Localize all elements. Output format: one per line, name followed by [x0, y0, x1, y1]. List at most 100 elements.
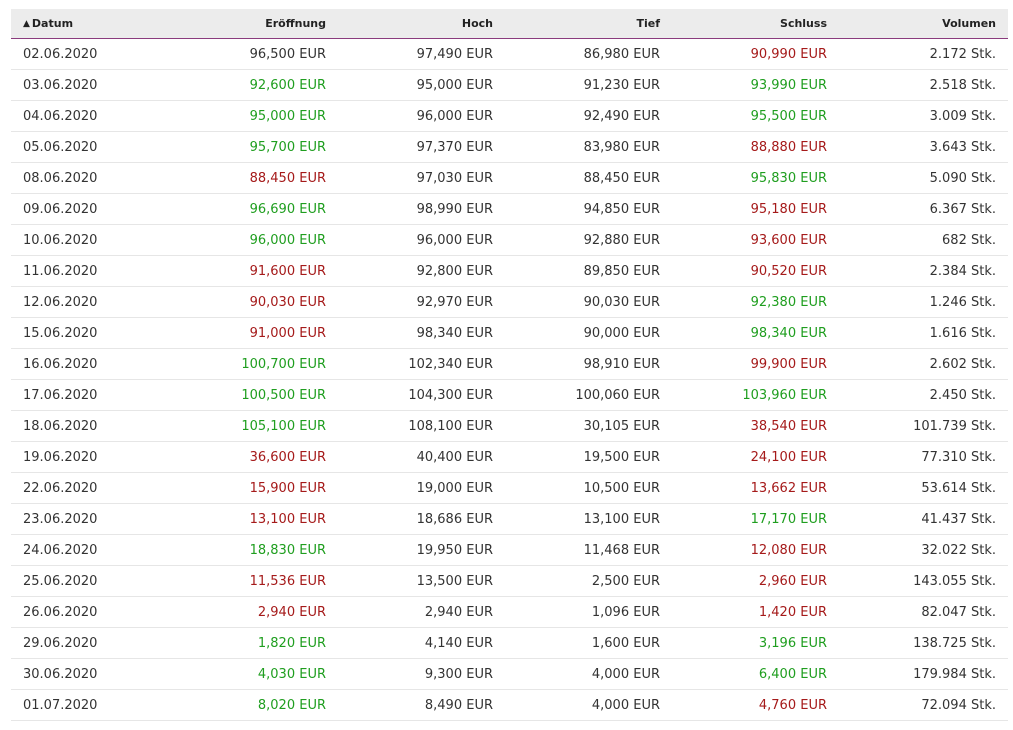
cell-high: 19,950 EUR	[338, 534, 505, 566]
table-row: 19.06.2020 36,600 EUR 40,400 EUR 19,500 EUR…	[11, 441, 1008, 473]
column-header-label: Volumen	[942, 17, 996, 30]
cell-volume: 82.047 Stk.	[839, 596, 1008, 628]
cell-high: 8,490 EUR	[338, 689, 505, 721]
column-header-volume[interactable]: Volumen	[839, 9, 1008, 39]
cell-date: 30.06.2020	[11, 658, 171, 690]
cell-close: 90,520 EUR	[672, 255, 839, 287]
cell-close: 4,760 EUR	[672, 689, 839, 721]
cell-volume: 77.310 Stk.	[839, 441, 1008, 473]
cell-volume: 1.246 Stk.	[839, 286, 1008, 318]
cell-low: 10,500 EUR	[505, 472, 672, 504]
column-header-open[interactable]: Eröffnung	[171, 9, 338, 39]
cell-volume: 3.643 Stk.	[839, 131, 1008, 163]
cell-volume: 101.739 Stk.	[839, 410, 1008, 442]
cell-high: 19,000 EUR	[338, 472, 505, 504]
cell-high: 98,990 EUR	[338, 193, 505, 225]
header-row: ▲ Datum Eröffnung Hoch Tief Schluss Volum…	[11, 9, 1008, 39]
cell-close: 99,900 EUR	[672, 348, 839, 380]
table-row: 12.06.2020 90,030 EUR 92,970 EUR 90,030 EUR…	[11, 286, 1008, 318]
cell-volume: 138.725 Stk.	[839, 627, 1008, 659]
cell-low: 90,030 EUR	[505, 286, 672, 318]
column-header-high[interactable]: Hoch	[338, 9, 505, 39]
cell-close: 103,960 EUR	[672, 379, 839, 411]
cell-close: 12,080 EUR	[672, 534, 839, 566]
table-header: ▲ Datum Eröffnung Hoch Tief Schluss Volum…	[11, 9, 1008, 39]
cell-volume: 179.984 Stk.	[839, 658, 1008, 690]
cell-date: 04.06.2020	[11, 100, 171, 132]
column-header-label: Datum	[31, 17, 74, 30]
cell-close: 1,420 EUR	[672, 596, 839, 628]
cell-date: 18.06.2020	[11, 410, 171, 442]
cell-close: 17,170 EUR	[672, 503, 839, 535]
table-row: 25.06.2020 11,536 EUR 13,500 EUR 2,500 EUR 2…	[11, 565, 1008, 597]
column-header-label: Schluss	[780, 17, 827, 30]
table-row: 03.06.2020 92,600 EUR 95,000 EUR 91,230 EUR…	[11, 69, 1008, 101]
cell-open: 91,000 EUR	[171, 317, 338, 349]
table-row: 18.06.2020 105,100 EUR 108,100 EUR 30,105 E…	[11, 410, 1008, 442]
cell-high: 4,140 EUR	[338, 627, 505, 659]
cell-close: 3,196 EUR	[672, 627, 839, 659]
cell-volume: 2.384 Stk.	[839, 255, 1008, 287]
cell-low: 91,230 EUR	[505, 69, 672, 101]
cell-low: 13,100 EUR	[505, 503, 672, 535]
cell-date: 29.06.2020	[11, 627, 171, 659]
table-row: 09.06.2020 96,690 EUR 98,990 EUR 94,850 EUR…	[11, 193, 1008, 225]
table-body: 02.06.2020 96,500 EUR 97,490 EUR 86,980 EUR…	[11, 38, 1008, 721]
table-row: 02.06.2020 96,500 EUR 97,490 EUR 86,980 EUR…	[11, 38, 1008, 70]
cell-date: 08.06.2020	[11, 162, 171, 194]
cell-date: 03.06.2020	[11, 69, 171, 101]
column-header-close[interactable]: Schluss	[672, 9, 839, 39]
cell-open: 95,700 EUR	[171, 131, 338, 163]
table-row: 22.06.2020 15,900 EUR 19,000 EUR 10,500 EUR…	[11, 472, 1008, 504]
cell-date: 23.06.2020	[11, 503, 171, 535]
cell-close: 95,500 EUR	[672, 100, 839, 132]
cell-date: 02.06.2020	[11, 38, 171, 70]
price-history-table-container: ▲ Datum Eröffnung Hoch Tief Schluss Volum…	[11, 9, 1008, 721]
cell-high: 97,490 EUR	[338, 38, 505, 70]
cell-low: 98,910 EUR	[505, 348, 672, 380]
cell-open: 1,820 EUR	[171, 627, 338, 659]
table-row: 23.06.2020 13,100 EUR 18,686 EUR 13,100 EUR…	[11, 503, 1008, 535]
cell-close: 38,540 EUR	[672, 410, 839, 442]
cell-open: 96,500 EUR	[171, 38, 338, 70]
table-row: 01.07.2020 8,020 EUR 8,490 EUR 4,000 EUR 4,7…	[11, 689, 1008, 721]
cell-close: 2,960 EUR	[672, 565, 839, 597]
cell-low: 83,980 EUR	[505, 131, 672, 163]
cell-open: 100,500 EUR	[171, 379, 338, 411]
cell-low: 88,450 EUR	[505, 162, 672, 194]
table-row: 30.06.2020 4,030 EUR 9,300 EUR 4,000 EUR 6,4…	[11, 658, 1008, 690]
table-row: 11.06.2020 91,600 EUR 92,800 EUR 89,850 EUR…	[11, 255, 1008, 287]
column-header-label: Tief	[636, 17, 660, 30]
cell-low: 4,000 EUR	[505, 689, 672, 721]
cell-high: 92,970 EUR	[338, 286, 505, 318]
table-row: 05.06.2020 95,700 EUR 97,370 EUR 83,980 EUR…	[11, 131, 1008, 163]
column-header-low[interactable]: Tief	[505, 9, 672, 39]
cell-volume: 32.022 Stk.	[839, 534, 1008, 566]
cell-low: 1,600 EUR	[505, 627, 672, 659]
cell-high: 9,300 EUR	[338, 658, 505, 690]
cell-date: 12.06.2020	[11, 286, 171, 318]
cell-low: 100,060 EUR	[505, 379, 672, 411]
cell-high: 95,000 EUR	[338, 69, 505, 101]
cell-open: 92,600 EUR	[171, 69, 338, 101]
table-row: 08.06.2020 88,450 EUR 97,030 EUR 88,450 EUR…	[11, 162, 1008, 194]
cell-high: 18,686 EUR	[338, 503, 505, 535]
table-row: 26.06.2020 2,940 EUR 2,940 EUR 1,096 EUR 1,4…	[11, 596, 1008, 628]
price-history-table: ▲ Datum Eröffnung Hoch Tief Schluss Volum…	[11, 9, 1008, 721]
column-header-date[interactable]: ▲ Datum	[11, 9, 171, 39]
cell-date: 11.06.2020	[11, 255, 171, 287]
table-row: 24.06.2020 18,830 EUR 19,950 EUR 11,468 EUR…	[11, 534, 1008, 566]
cell-date: 10.06.2020	[11, 224, 171, 256]
cell-volume: 3.009 Stk.	[839, 100, 1008, 132]
cell-high: 40,400 EUR	[338, 441, 505, 473]
cell-date: 16.06.2020	[11, 348, 171, 380]
cell-close: 92,380 EUR	[672, 286, 839, 318]
cell-high: 108,100 EUR	[338, 410, 505, 442]
cell-date: 01.07.2020	[11, 689, 171, 721]
cell-volume: 143.055 Stk.	[839, 565, 1008, 597]
cell-open: 96,000 EUR	[171, 224, 338, 256]
cell-low: 1,096 EUR	[505, 596, 672, 628]
cell-high: 96,000 EUR	[338, 100, 505, 132]
cell-volume: 682 Stk.	[839, 224, 1008, 256]
cell-volume: 2.172 Stk.	[839, 38, 1008, 70]
